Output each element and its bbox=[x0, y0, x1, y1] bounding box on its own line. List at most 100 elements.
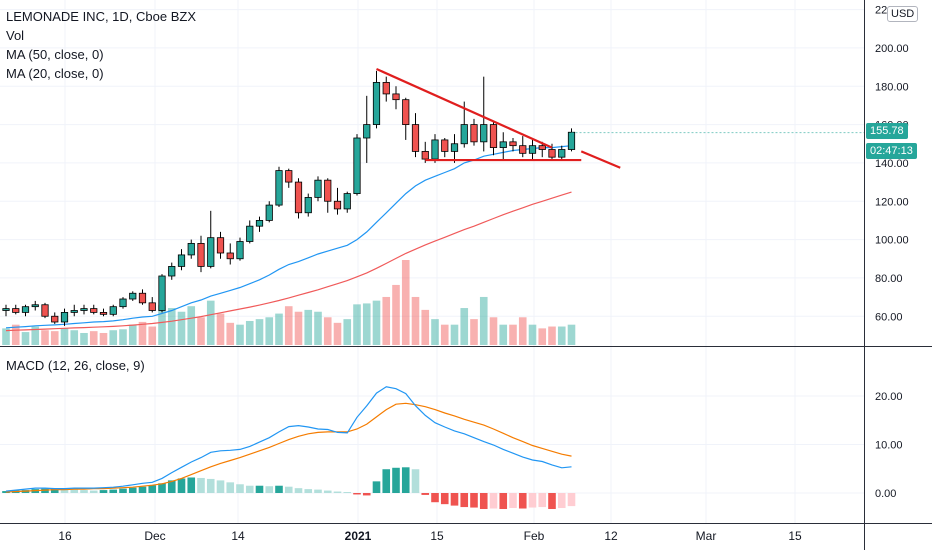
candle-body bbox=[519, 145, 527, 154]
candle bbox=[480, 76, 488, 152]
volume-bar bbox=[362, 303, 371, 345]
macd-histogram-bar bbox=[119, 488, 127, 493]
candle-body bbox=[460, 124, 468, 145]
volume-bar bbox=[109, 330, 118, 345]
macd-histogram-bar bbox=[226, 482, 235, 493]
candle bbox=[246, 220, 254, 244]
price-tick-label: 120.00 bbox=[875, 196, 909, 208]
macd-histogram-bar bbox=[2, 491, 10, 493]
candle bbox=[382, 76, 390, 102]
candle bbox=[168, 262, 176, 280]
candle-body bbox=[12, 308, 20, 313]
candle bbox=[441, 138, 449, 158]
macd-histogram-bar bbox=[314, 489, 322, 493]
candle-body bbox=[343, 193, 351, 210]
candle-body bbox=[109, 306, 117, 315]
volume-bar bbox=[528, 324, 537, 345]
macd-histogram-bar bbox=[470, 493, 478, 508]
macd-histogram-bar bbox=[236, 484, 244, 493]
volume-bar bbox=[450, 324, 459, 345]
candle-body bbox=[470, 124, 478, 143]
time-tick-label: 15 bbox=[788, 529, 802, 543]
candle bbox=[567, 128, 576, 152]
macd-histogram-bar bbox=[450, 493, 459, 506]
volume-bar bbox=[226, 322, 235, 345]
candle-body bbox=[548, 149, 556, 158]
macd-histogram-bar bbox=[528, 493, 537, 508]
candle bbox=[60, 308, 69, 326]
volume-bar bbox=[538, 328, 547, 345]
volume-bar bbox=[440, 324, 449, 345]
candle-body bbox=[207, 237, 215, 267]
volume-bar bbox=[265, 317, 274, 345]
candle bbox=[187, 239, 195, 259]
macd-histogram-bar bbox=[557, 493, 566, 509]
macd-histogram-bar bbox=[41, 488, 49, 493]
candle-body bbox=[119, 298, 127, 308]
volume-bar bbox=[167, 308, 176, 345]
volume-bar bbox=[392, 284, 400, 345]
volume-bar bbox=[60, 328, 69, 345]
candle-body bbox=[80, 308, 88, 311]
macd-histogram-bar bbox=[138, 486, 147, 493]
time-tick-label: 14 bbox=[231, 529, 245, 543]
macd-histogram-bar bbox=[187, 477, 196, 493]
volume-bar bbox=[70, 330, 79, 345]
macd-histogram-bar bbox=[284, 486, 293, 493]
volume-bar bbox=[216, 313, 225, 345]
volume-bar bbox=[128, 324, 137, 345]
candle-body bbox=[538, 145, 546, 150]
candle bbox=[275, 166, 283, 207]
volume-bar bbox=[2, 328, 10, 345]
macd-histogram-bar bbox=[460, 493, 469, 508]
candle bbox=[509, 138, 517, 152]
macd-histogram-bar bbox=[392, 467, 400, 493]
volume-bar bbox=[148, 326, 157, 345]
macd-histogram-bar bbox=[128, 487, 137, 493]
candle-body bbox=[90, 308, 98, 313]
volume-bar bbox=[333, 322, 342, 345]
candle bbox=[489, 120, 498, 156]
candle-body bbox=[226, 252, 234, 260]
candle-body bbox=[333, 200, 342, 210]
candle-body bbox=[285, 170, 293, 183]
volume-bar bbox=[80, 332, 88, 345]
candle bbox=[158, 274, 166, 313]
candle-body bbox=[382, 82, 390, 95]
candle bbox=[314, 176, 322, 202]
currency-badge[interactable]: USD bbox=[887, 6, 919, 22]
volume-bar bbox=[236, 324, 244, 345]
candle-body bbox=[168, 266, 176, 277]
ma20-line bbox=[5, 145, 572, 329]
macd-histogram-bar bbox=[343, 492, 352, 494]
candle-body bbox=[392, 93, 400, 101]
macd-tick-label: 10.00 bbox=[875, 440, 903, 452]
ma50-line bbox=[5, 191, 572, 332]
candle-body bbox=[480, 124, 488, 143]
candle-body bbox=[148, 302, 156, 311]
volume-bar bbox=[177, 311, 186, 345]
candle bbox=[499, 132, 507, 160]
candle bbox=[31, 300, 39, 311]
volume-bar bbox=[518, 317, 527, 345]
candle bbox=[51, 312, 59, 324]
candle bbox=[402, 97, 410, 140]
volume-bar bbox=[479, 296, 488, 345]
macd-histogram-bar bbox=[538, 493, 547, 508]
candle-body bbox=[187, 243, 195, 256]
candle bbox=[226, 243, 234, 265]
macd-histogram-bar bbox=[479, 493, 488, 510]
candle bbox=[372, 70, 381, 129]
candle-body bbox=[60, 312, 69, 323]
volume-bar bbox=[245, 320, 254, 345]
candle-body bbox=[2, 308, 10, 311]
volume-bar bbox=[509, 324, 517, 345]
macd-histogram-bar bbox=[177, 478, 186, 493]
macd-histogram-bar bbox=[304, 489, 313, 493]
macd-histogram-bar bbox=[167, 480, 176, 493]
macd-histogram-bar bbox=[50, 488, 59, 493]
volume-bar bbox=[353, 304, 361, 345]
candle bbox=[519, 136, 527, 158]
macd-histogram-bar bbox=[197, 477, 205, 493]
